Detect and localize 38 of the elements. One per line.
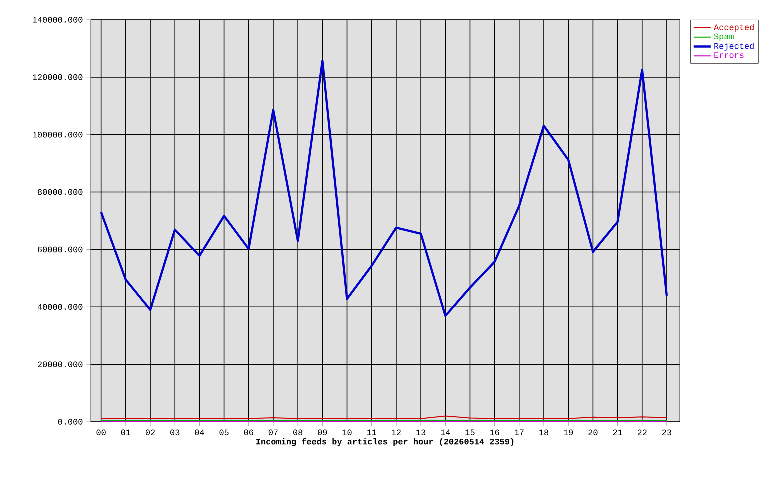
x-tick-label: 04	[195, 430, 204, 436]
x-tick-label: 23	[662, 430, 672, 436]
line-series	[100, 60, 668, 318]
y-tick-label: 60000.000	[38, 246, 83, 253]
x-tick-label: 03	[170, 430, 180, 436]
x-tick-label: 14	[441, 430, 450, 436]
legend-label: Spam	[714, 34, 734, 42]
x-tick-label: 08	[294, 430, 303, 436]
x-tick-label: 07	[268, 430, 278, 436]
x-tick-label: 13	[416, 430, 426, 436]
y-tick-label: 120000.000	[33, 74, 83, 80]
x-tick-label: 00	[96, 430, 106, 436]
x-tick-label: 15	[466, 430, 475, 436]
x-tick-label: 17	[514, 430, 524, 436]
x-tick-label: 06	[244, 430, 254, 436]
x-tick-label: 11	[367, 430, 377, 436]
x-tick-label: 10	[342, 430, 352, 436]
x-axis-title: Incoming feeds by articles per hour (20260514 2359)	[256, 438, 514, 446]
y-tick-label: 40000.000	[38, 304, 83, 310]
x-tick-label: 16	[490, 430, 500, 436]
legend-label: Accepted	[714, 24, 754, 32]
x-tick-label: 01	[121, 430, 131, 436]
x-tick-label: 22	[638, 430, 647, 436]
x-tick-label: 09	[318, 430, 328, 436]
x-tick-label: 02	[146, 430, 155, 436]
x-tick-label: 12	[392, 430, 401, 436]
y-tick-label: 80000.000	[38, 189, 83, 196]
legend-label: Rejected	[714, 42, 754, 51]
y-tick-label: 0.000	[58, 419, 83, 425]
x-tick-label: 19	[564, 430, 574, 436]
x-tick-label: 18	[540, 430, 549, 436]
x-tick-label: 21	[613, 430, 622, 436]
x-tick-label: 20	[588, 430, 598, 436]
y-tick-label: 20000.000	[38, 362, 83, 368]
legend-label: Errors	[714, 52, 744, 58]
x-tick-label: 05	[220, 430, 229, 436]
y-tick-label: 100000.000	[33, 132, 83, 138]
y-tick-label: 140000.000	[33, 17, 83, 23]
